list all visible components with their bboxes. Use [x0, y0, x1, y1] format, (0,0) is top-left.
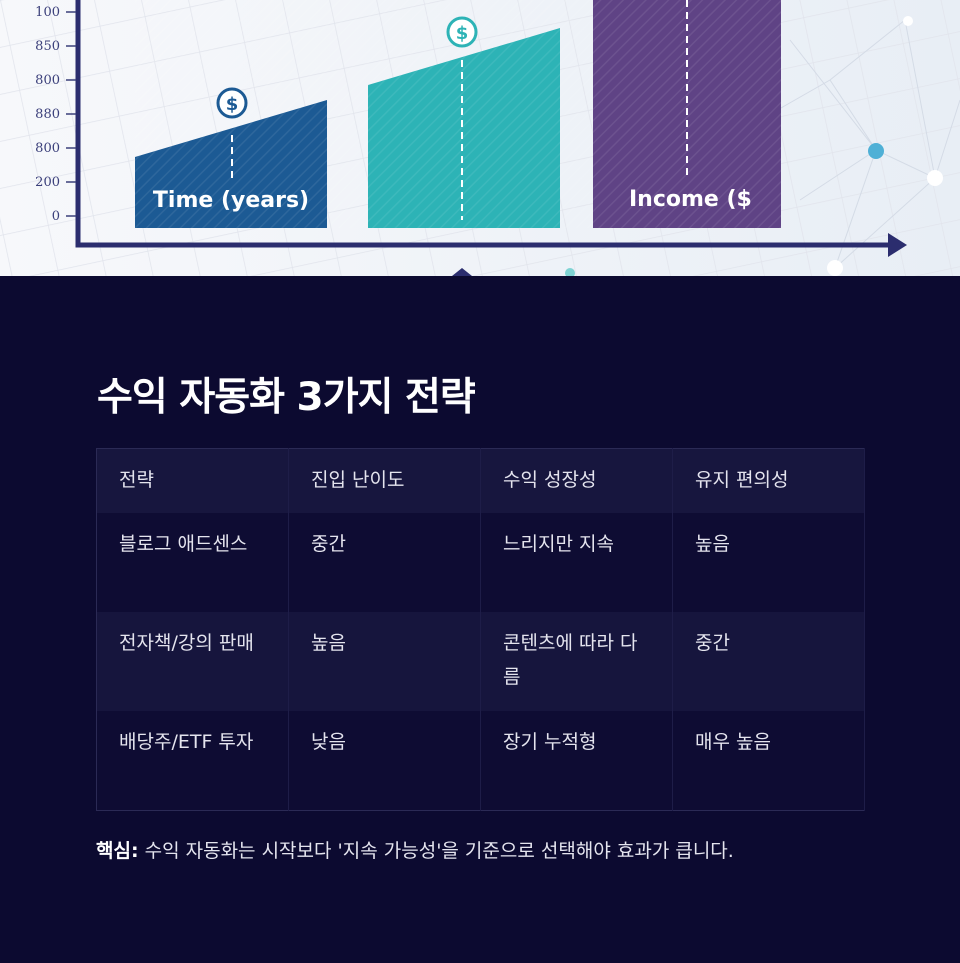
axis-label: 200 — [35, 175, 60, 190]
table-row: 전자책/강의 판매 높음 콘텐츠에 따라 다름 중간 — [96, 612, 865, 711]
note-label: 핵심: — [96, 840, 139, 862]
table-cell: 낮음 — [288, 711, 481, 810]
header-cell: 진입 난이도 — [288, 448, 481, 513]
node — [927, 170, 943, 186]
header-cell: 전략 — [96, 448, 289, 513]
note-text: 수익 자동화는 시작보다 '지속 가능성'을 기준으로 선택해야 효과가 큽니다… — [144, 840, 734, 862]
node — [903, 16, 913, 26]
header-cell: 수익 성장성 — [480, 448, 673, 513]
table-cell: 콘텐츠에 따라 다름 — [480, 612, 673, 711]
bar-label: Time (years) — [153, 188, 309, 213]
header-row: 전략 진입 난이도 수익 성장성 유지 편의성 — [96, 448, 865, 513]
axes — [75, 0, 892, 248]
table-cell: 높음 — [672, 513, 865, 612]
axis-label: 100 — [35, 5, 60, 20]
svg-text:$: $ — [226, 94, 239, 115]
heading: 수익 자동화 3가지 전략 — [97, 375, 476, 420]
axis-label: 0 — [52, 209, 60, 224]
table-cell: 장기 누적형 — [480, 711, 673, 810]
node — [565, 268, 575, 276]
axis-label: 800 — [35, 73, 60, 88]
table-cell: 높음 — [288, 612, 481, 711]
table-cell: 중간 — [672, 612, 865, 711]
node — [827, 260, 843, 276]
strategy-table: 전략 진입 난이도 수익 성장성 유지 편의성 블로그 애드센스 중간 느리지만 지… — [96, 448, 865, 811]
table-row: 배당주/ETF 투자 낮음 장기 누적형 매우 높음 — [96, 711, 865, 810]
arrow — [452, 268, 472, 276]
dollar-icon: $ $ — [216, 16, 478, 119]
table-row: 블로그 애드센스 중간 느리지만 지속 높음 — [96, 513, 865, 612]
hero-illustration: $ $ 100 850 800 880 800 200 0 Time (years) Inc… — [0, 0, 960, 276]
note: 핵심: 수익 자동화는 시작보다 '지속 가능성'을 기준으로 선택해야 효과가… — [96, 836, 734, 863]
arrow — [888, 233, 907, 257]
table-cell: 전자책/강의 판매 — [96, 612, 289, 711]
header-cell: 유지 편의성 — [672, 448, 865, 513]
axis-label: 850 — [35, 39, 60, 54]
table-cell: 매우 높음 — [672, 711, 865, 810]
table-cell: 중간 — [288, 513, 481, 612]
table-cell: 느리지만 지속 — [480, 513, 673, 612]
dash-lines — [231, 0, 688, 220]
svg-text:$: $ — [456, 23, 469, 44]
node — [868, 143, 884, 159]
table-cell: 블로그 애드센스 — [96, 513, 289, 612]
bar-label: Income ($ — [629, 187, 752, 212]
axis-label: 800 — [35, 141, 60, 156]
table-cell: 배당주/ETF 투자 — [96, 711, 289, 810]
axis-label: 880 — [35, 107, 60, 122]
